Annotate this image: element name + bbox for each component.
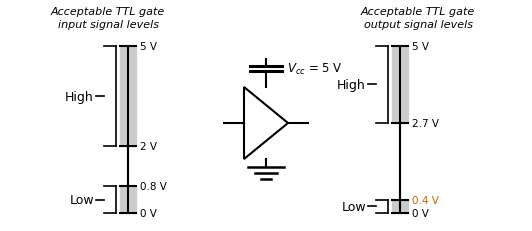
- Text: Low: Low: [342, 200, 366, 213]
- Bar: [392, 47, 408, 123]
- Text: 5 V: 5 V: [412, 42, 429, 52]
- Text: 2 V: 2 V: [140, 142, 157, 152]
- Bar: [120, 47, 136, 146]
- Text: Acceptable TTL gate
output signal levels: Acceptable TTL gate output signal levels: [361, 7, 475, 30]
- Text: 0 V: 0 V: [140, 208, 157, 218]
- Text: $\mathit{V}_{cc}$ = 5 V: $\mathit{V}_{cc}$ = 5 V: [287, 62, 343, 77]
- Text: 5 V: 5 V: [140, 42, 157, 52]
- Text: 0.8 V: 0.8 V: [140, 182, 167, 191]
- Text: Low: Low: [69, 193, 94, 206]
- Text: Acceptable TTL gate
input signal levels: Acceptable TTL gate input signal levels: [51, 7, 165, 30]
- Text: 0.4 V: 0.4 V: [412, 195, 439, 205]
- Text: High: High: [337, 79, 366, 91]
- Bar: [392, 200, 408, 213]
- Text: 0 V: 0 V: [412, 208, 429, 218]
- Bar: [120, 186, 136, 213]
- Text: High: High: [65, 90, 94, 103]
- Polygon shape: [244, 88, 288, 159]
- Text: 2.7 V: 2.7 V: [412, 118, 439, 128]
